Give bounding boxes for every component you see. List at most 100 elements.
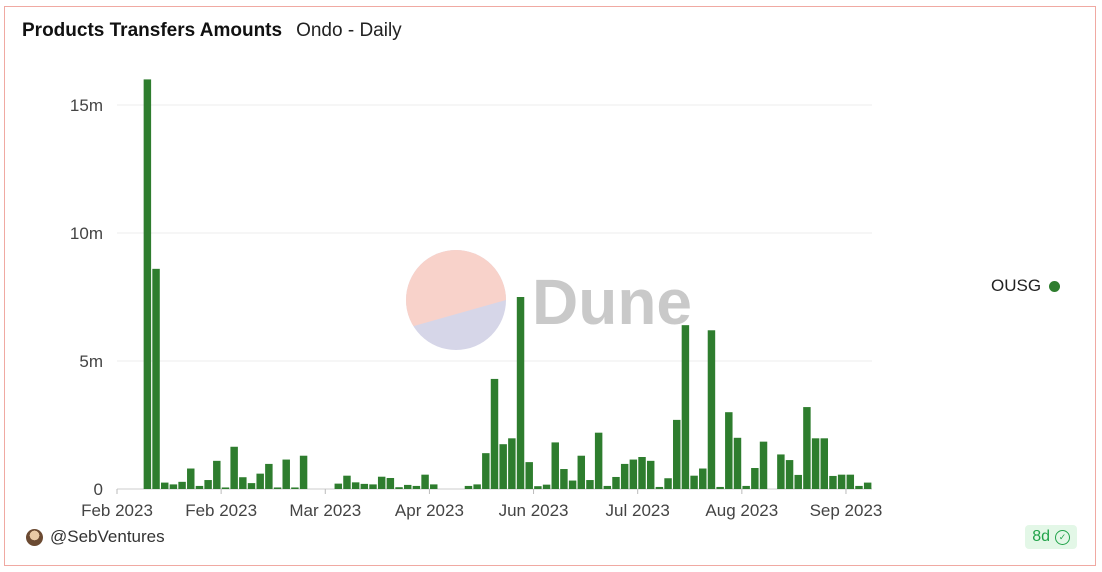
bar[interactable] (377, 476, 386, 489)
age-text: 8d (1032, 528, 1050, 545)
bar[interactable] (733, 437, 742, 489)
bar[interactable] (299, 455, 308, 489)
bar[interactable] (525, 462, 533, 489)
bar[interactable] (707, 330, 716, 489)
author-name: @SebVentures (50, 527, 165, 546)
bar[interactable] (178, 481, 186, 489)
x-axis: Feb 2023 Feb 2023 Mar 2023 Apr 2023 Jun 2023… (81, 489, 882, 520)
bar[interactable] (369, 484, 377, 489)
bar[interactable] (577, 455, 586, 489)
author[interactable]: @SebVentures (26, 527, 165, 547)
bar[interactable] (620, 463, 629, 489)
chart-card (4, 6, 1096, 566)
bar[interactable] (785, 460, 794, 489)
bar[interactable] (265, 463, 273, 489)
bar[interactable] (863, 482, 872, 489)
bar[interactable] (360, 483, 369, 489)
legend-item[interactable]: OUSG (991, 276, 1061, 296)
bar[interactable] (490, 378, 499, 489)
bar[interactable] (386, 477, 395, 489)
bar[interactable] (629, 459, 638, 489)
bar[interactable] (291, 487, 299, 489)
bar[interactable] (152, 268, 160, 489)
bar[interactable] (516, 297, 525, 489)
age-badge: 8d ✓ (1025, 525, 1077, 549)
x-tick-label: Apr 2023 (395, 501, 464, 520)
x-tick-label: Aug 2023 (705, 501, 778, 520)
x-tick-label: Jun 2023 (499, 501, 569, 520)
bar[interactable] (273, 487, 282, 489)
bar[interactable] (534, 486, 542, 489)
bar[interactable] (586, 480, 594, 489)
bar[interactable] (638, 457, 646, 489)
legend-dot (1049, 280, 1061, 292)
chart-subtitle: Ondo - Daily (296, 20, 402, 41)
y-tick-label: 0 (94, 480, 103, 499)
bar[interactable] (421, 474, 429, 489)
bar[interactable] (803, 407, 811, 489)
bar[interactable] (699, 468, 707, 489)
dune-watermark: Dune (406, 250, 692, 350)
bar[interactable] (542, 484, 551, 489)
bar[interactable] (247, 483, 256, 489)
bar[interactable] (681, 325, 690, 489)
bar[interactable] (551, 442, 559, 489)
bar[interactable] (846, 474, 855, 489)
bar[interactable] (742, 485, 750, 489)
bar[interactable] (430, 484, 438, 489)
y-tick-label: 15m (70, 96, 103, 115)
bar[interactable] (464, 485, 473, 489)
bar[interactable] (751, 468, 759, 489)
bar[interactable] (395, 487, 403, 489)
bar[interactable] (603, 485, 612, 489)
bar[interactable] (560, 469, 568, 489)
bar[interactable] (829, 475, 837, 489)
bar[interactable] (499, 444, 507, 489)
bar[interactable] (204, 480, 212, 489)
bar[interactable] (334, 483, 343, 489)
bar[interactable] (282, 459, 290, 489)
bar[interactable] (690, 475, 698, 489)
y-tick-label: 10m (70, 224, 103, 243)
bar[interactable] (794, 474, 802, 489)
bar[interactable] (837, 474, 846, 489)
bar[interactable] (169, 484, 178, 489)
bar[interactable] (230, 446, 238, 489)
bar[interactable] (655, 486, 664, 489)
bar[interactable] (403, 484, 412, 489)
bar[interactable] (664, 478, 672, 489)
bar[interactable] (673, 419, 681, 489)
bar[interactable] (777, 454, 785, 489)
y-axis: 0 5m 10m 15m (70, 96, 103, 499)
bar[interactable] (213, 460, 221, 489)
bar[interactable] (508, 438, 516, 489)
bar[interactable] (256, 473, 264, 489)
bar[interactable] (239, 477, 247, 489)
bar[interactable] (195, 485, 204, 489)
bar[interactable] (759, 441, 768, 489)
bar[interactable] (646, 460, 655, 489)
bar[interactable] (482, 453, 490, 489)
bar[interactable] (412, 485, 421, 489)
legend-label: OUSG (991, 276, 1042, 295)
bar[interactable] (612, 476, 620, 489)
bar[interactable] (568, 480, 577, 489)
bar[interactable] (351, 482, 360, 489)
bar[interactable] (725, 412, 733, 489)
watermark-text: Dune (532, 266, 692, 338)
bar[interactable] (221, 487, 230, 489)
x-tick-label: Jul 2023 (606, 501, 670, 520)
bar[interactable] (811, 438, 820, 489)
bar[interactable] (594, 432, 603, 489)
bar-series (143, 79, 872, 490)
bar[interactable] (187, 468, 195, 489)
bar[interactable] (716, 486, 724, 489)
x-tick-label: Feb 2023 (185, 501, 257, 520)
bar[interactable] (473, 484, 481, 489)
bar[interactable] (160, 482, 169, 489)
bar[interactable] (143, 79, 152, 490)
bar[interactable] (820, 438, 829, 489)
bar[interactable] (343, 475, 351, 489)
bar[interactable] (855, 485, 863, 489)
